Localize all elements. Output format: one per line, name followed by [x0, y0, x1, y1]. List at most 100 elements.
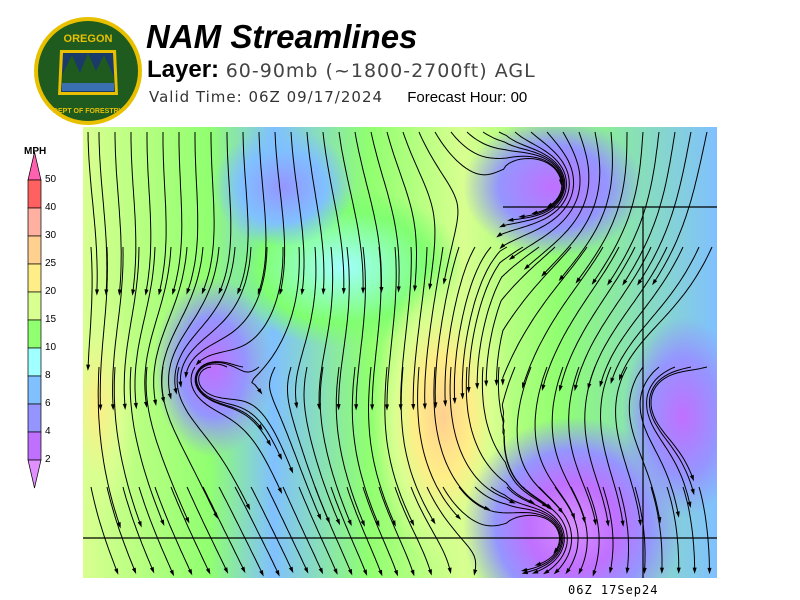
streamline-arrow [591, 278, 597, 285]
streamline-arrow [521, 570, 529, 575]
streamline-arrow [321, 288, 326, 295]
streamline [682, 486, 696, 570]
streamline [577, 132, 628, 281]
streamline [650, 486, 663, 570]
streamline-arrow [433, 402, 438, 409]
streamline-arrow [620, 520, 625, 527]
streamline [198, 366, 293, 471]
streamline [593, 131, 644, 282]
streamline [434, 131, 562, 182]
streamline-arrow [675, 511, 680, 518]
streamline-arrow [347, 519, 352, 527]
streamline [318, 246, 334, 407]
legend-swatch [27, 403, 42, 433]
streamline-arrow [398, 404, 403, 411]
legend-unit: MPH [24, 146, 47, 157]
streamline-arrow [473, 569, 478, 576]
streamline-arrow [689, 474, 694, 482]
streamline-arrow [275, 569, 280, 577]
legend-tick-label: 50 [45, 174, 57, 185]
streamline-arrow [144, 289, 149, 296]
streamline [400, 246, 412, 407]
streamline-arrow [223, 567, 229, 574]
streamline [130, 132, 137, 292]
streamline-arrow [110, 404, 115, 411]
streamline-arrow [184, 516, 190, 524]
streamline [400, 366, 434, 522]
streamline-arrow [201, 287, 206, 295]
streamline [194, 361, 270, 444]
streamline-arrow [692, 567, 697, 574]
legend-swatch [27, 291, 42, 321]
streamline-arrow [565, 567, 571, 575]
streamline-arrow [637, 279, 643, 286]
streamline [187, 132, 199, 292]
streamline-arrow [257, 388, 263, 395]
streamline-arrow [558, 385, 563, 392]
legend-tick-label: 25 [45, 258, 57, 269]
streamline [501, 366, 549, 507]
streamline [538, 486, 573, 572]
streamline [218, 486, 263, 574]
streamline [506, 486, 565, 573]
streamline-arrow [466, 386, 471, 394]
streamline [522, 486, 568, 573]
streamline [511, 131, 581, 259]
streamline [179, 246, 252, 384]
streamline-map[interactable] [83, 127, 717, 578]
streamline [496, 246, 572, 383]
streamline [586, 486, 600, 573]
streamline [498, 131, 566, 221]
streamline-arrow [422, 403, 427, 410]
streamline-arrow [637, 519, 642, 527]
svg-text:DEPT OF FORESTRY: DEPT OF FORESTRY [53, 108, 123, 115]
streamline [113, 366, 141, 524]
streamline [168, 246, 220, 396]
streamline-arrow [442, 278, 447, 285]
streamline [123, 246, 140, 407]
legend-tick-label: 15 [45, 314, 57, 325]
streamline-arrow [259, 569, 264, 577]
streamline [468, 246, 524, 390]
streamline [698, 486, 710, 571]
streamline-arrow [187, 568, 193, 576]
streamline-arrow [167, 393, 172, 400]
streamline-arrow [452, 397, 457, 405]
streamline [458, 486, 562, 565]
streamline-arrow [153, 399, 158, 407]
streamline [615, 366, 641, 523]
streamline-arrow [522, 382, 526, 389]
streamline-arrow [496, 232, 503, 238]
streamline [346, 486, 382, 573]
streamline [274, 131, 286, 292]
streamline-arrow [531, 569, 539, 574]
streamline-arrow [333, 568, 338, 575]
streamlines [83, 131, 717, 578]
streamline [186, 486, 227, 571]
streamline-arrow [362, 569, 368, 576]
streamline [202, 486, 245, 570]
streamline [251, 246, 300, 392]
streamline-arrow [520, 567, 528, 572]
streamline [623, 131, 676, 283]
streamline-arrow [625, 567, 630, 574]
time-info: Valid Time: 06Z 09/17/2024 Forecast Hour… [149, 88, 527, 106]
streamline [476, 246, 540, 386]
streamline-arrow [318, 567, 324, 575]
streamline [611, 246, 700, 381]
streamline [628, 366, 661, 520]
streamline [138, 486, 173, 573]
streamline [490, 486, 564, 574]
streamline [198, 247, 284, 363]
streamline-arrow [690, 488, 695, 496]
streamline-arrow [610, 377, 615, 385]
streamline [444, 246, 476, 403]
streamline [145, 132, 152, 292]
streamline [114, 132, 122, 292]
streamline-arrow [143, 401, 148, 408]
streamline [322, 131, 345, 291]
streamline-arrow [117, 289, 122, 296]
streamline [410, 486, 451, 571]
streamline-arrow [409, 519, 415, 527]
streamline-arrow [509, 499, 516, 504]
